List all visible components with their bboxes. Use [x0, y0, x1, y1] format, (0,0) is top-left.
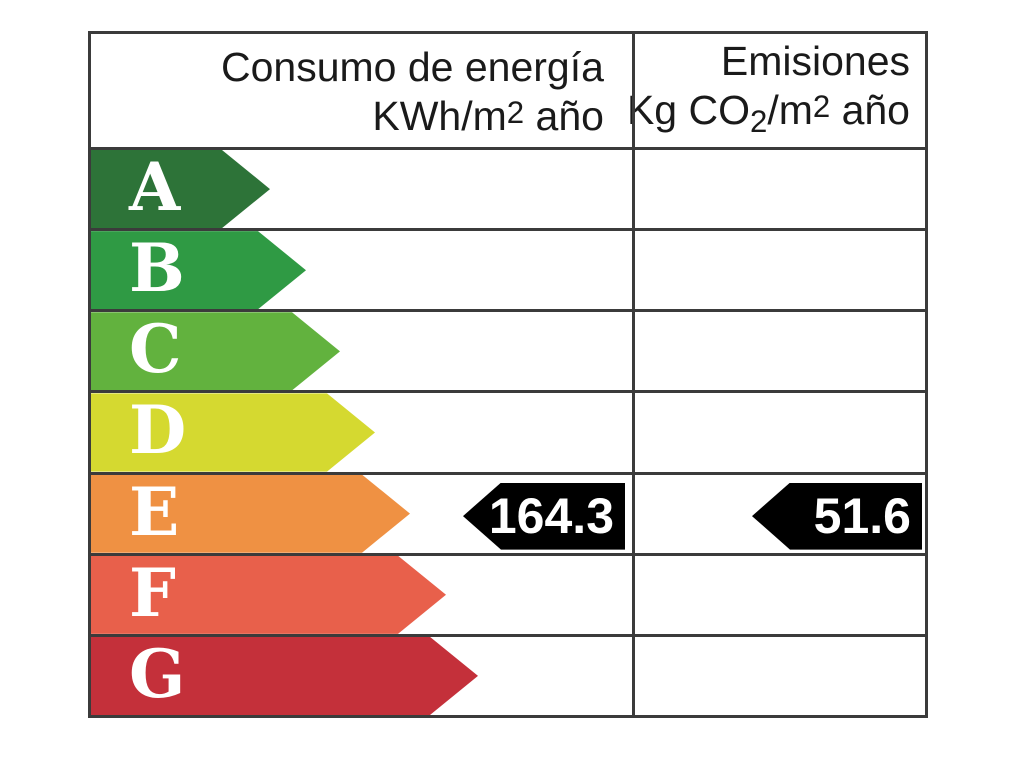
emisiones-value-arrow: 51.6	[752, 482, 922, 550]
rating-letter-b: B	[129, 229, 185, 308]
rating-letter-f: F	[129, 553, 176, 632]
rating-row-a: A	[91, 147, 925, 228]
consumo-units-pre: KWh/m	[372, 93, 507, 139]
header-emisiones-units: Kg CO2/m2 año	[627, 84, 910, 145]
rating-row-e: E 164.3 51.6	[91, 471, 925, 553]
table-header: Consumo de energía KWh/m2 año Emisiones …	[91, 34, 925, 147]
rating-row-d: D	[91, 390, 925, 471]
emisiones-units-post: año	[830, 87, 910, 133]
rating-bar-a: A	[91, 150, 270, 228]
rating-letter-g: G	[129, 634, 186, 713]
consumo-units-post: año	[524, 93, 604, 139]
header-emisiones: Emisiones Kg CO2/m2 año	[627, 34, 925, 147]
rating-letter-e: E	[129, 472, 180, 551]
rating-rows: A B C D E 164.3 51.6 F G	[91, 147, 925, 715]
rating-letter-c: C	[129, 310, 182, 389]
rating-row-g: G	[91, 633, 925, 715]
emisiones-units-subscript: 2	[749, 104, 768, 139]
header-consumo: Consumo de energía KWh/m2 año	[91, 34, 624, 147]
emisiones-units-mid: /m	[767, 87, 813, 133]
rating-row-b: B	[91, 228, 925, 309]
consumo-units-exponent: 2	[506, 95, 525, 130]
energy-rating-table: Consumo de energía KWh/m2 año Emisiones …	[88, 31, 928, 718]
rating-bar-e: E	[91, 475, 410, 553]
consumo-value: 164.3	[488, 488, 614, 545]
rating-row-f: F	[91, 552, 925, 634]
header-emisiones-title: Emisiones	[720, 38, 910, 84]
consumo-value-arrow: 164.3	[463, 482, 625, 550]
rating-bar-b: B	[91, 231, 306, 309]
rating-bar-d: D	[91, 393, 375, 471]
emisiones-units-exponent: 2	[812, 89, 831, 124]
header-consumo-units: KWh/m2 año	[372, 90, 604, 139]
rating-letter-d: D	[129, 391, 187, 470]
header-consumo-title: Consumo de energía	[221, 44, 604, 90]
rating-bar-g: G	[91, 637, 478, 715]
emisiones-units-pre: Kg CO	[626, 87, 750, 133]
rating-bar-f: F	[91, 556, 446, 634]
column-divider-line	[632, 34, 635, 715]
rating-row-c: C	[91, 309, 925, 390]
rating-letter-a: A	[129, 148, 181, 227]
rating-bar-c: C	[91, 312, 340, 390]
emisiones-value: 51.6	[813, 488, 911, 545]
